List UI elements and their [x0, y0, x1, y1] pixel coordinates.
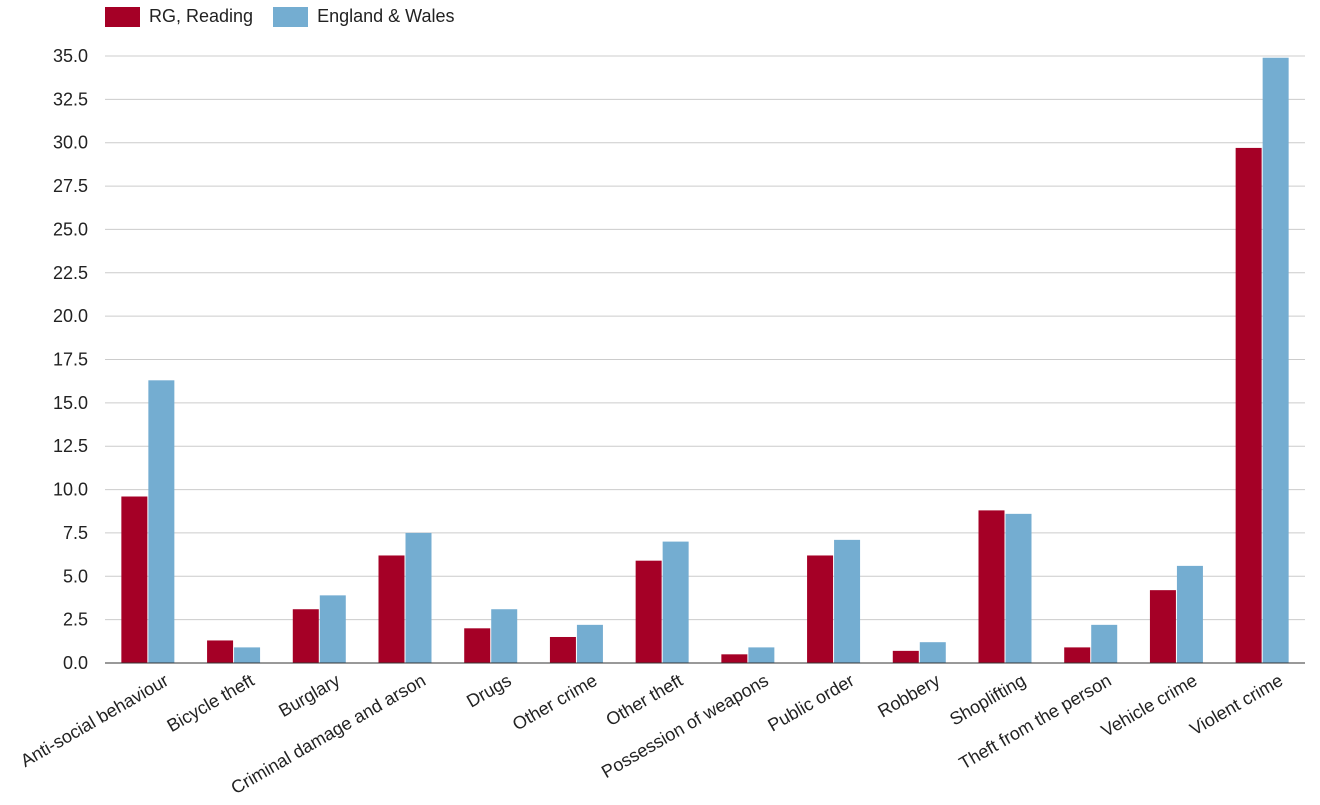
bar-england-wales-6[interactable] — [662, 541, 689, 663]
gridlines — [105, 55, 1305, 621]
bar-england-wales-4[interactable] — [491, 609, 518, 663]
y-tick-label: 0.0 — [63, 653, 88, 673]
bar-reading-11[interactable] — [1064, 647, 1091, 663]
y-tick-label: 25.0 — [53, 219, 88, 239]
bar-reading-2[interactable] — [292, 609, 319, 663]
legend: RG, Reading England & Wales — [105, 6, 474, 27]
bar-england-wales-3[interactable] — [405, 532, 432, 663]
bar-england-wales-8[interactable] — [834, 539, 861, 663]
y-tick-label: 5.0 — [63, 566, 88, 586]
x-tick-label: Public order — [764, 670, 857, 735]
y-tick-label: 30.0 — [53, 133, 88, 153]
y-tick-label: 22.5 — [53, 263, 88, 283]
y-tick-label: 35.0 — [53, 46, 88, 66]
x-tick-label: Bicycle theft — [164, 670, 258, 736]
bar-reading-5[interactable] — [549, 636, 576, 663]
legend-label-reading: RG, Reading — [149, 6, 254, 26]
y-axis-tick-labels: 0.0 2.5 5.0 7.5 10.0 12.5 15.0 17.5 20.0 22.5 25.0… — [53, 46, 88, 673]
y-tick-label: 20.0 — [53, 306, 88, 326]
bar-england-wales-0[interactable] — [148, 380, 175, 663]
bar-reading-10[interactable] — [978, 510, 1005, 663]
x-tick-label: Other crime — [509, 670, 600, 734]
x-tick-label: Violent crime — [1186, 670, 1286, 739]
y-tick-label: 15.0 — [53, 393, 88, 413]
bars — [121, 57, 1289, 664]
y-tick-label: 7.5 — [63, 523, 88, 543]
bar-england-wales-5[interactable] — [576, 624, 603, 663]
bar-reading-12[interactable] — [1149, 590, 1176, 663]
bar-england-wales-1[interactable] — [234, 647, 261, 663]
bar-reading-6[interactable] — [635, 560, 662, 663]
x-tick-label: Robbery — [874, 670, 943, 721]
bar-reading-3[interactable] — [378, 555, 405, 663]
y-tick-label: 27.5 — [53, 176, 88, 196]
x-tick-label: Anti-social behaviour — [17, 670, 172, 771]
bar-reading-8[interactable] — [807, 555, 834, 663]
x-tick-label: Vehicle crime — [1098, 670, 1201, 741]
x-tick-label: Drugs — [463, 670, 515, 711]
bar-england-wales-9[interactable] — [919, 642, 946, 663]
bar-reading-13[interactable] — [1235, 147, 1262, 664]
bar-england-wales-2[interactable] — [319, 595, 346, 663]
bar-reading-9[interactable] — [892, 650, 919, 663]
bar-england-wales-7[interactable] — [748, 647, 775, 663]
legend-item-england-wales[interactable]: England & Wales — [273, 6, 454, 27]
bar-reading-0[interactable] — [121, 496, 148, 663]
x-tick-label: Burglary — [275, 670, 343, 721]
y-tick-label: 10.0 — [53, 480, 88, 500]
legend-item-reading[interactable]: RG, Reading — [105, 6, 253, 27]
legend-swatch-reading — [105, 6, 140, 27]
bar-reading-4[interactable] — [464, 628, 491, 663]
y-tick-label: 2.5 — [63, 610, 88, 630]
y-tick-label: 32.5 — [53, 89, 88, 109]
bar-england-wales-10[interactable] — [1005, 513, 1032, 663]
bar-england-wales-11[interactable] — [1091, 624, 1118, 663]
bar-reading-7[interactable] — [721, 654, 748, 663]
legend-swatch-england-wales — [273, 6, 309, 27]
bar-reading-1[interactable] — [207, 640, 234, 663]
bar-england-wales-13[interactable] — [1262, 57, 1289, 663]
legend-label-england-wales: England & Wales — [317, 6, 455, 26]
y-tick-label: 17.5 — [53, 350, 88, 370]
x-tick-label: Theft from the person — [956, 670, 1115, 773]
bar-england-wales-12[interactable] — [1176, 565, 1203, 663]
y-tick-label: 12.5 — [53, 436, 88, 456]
